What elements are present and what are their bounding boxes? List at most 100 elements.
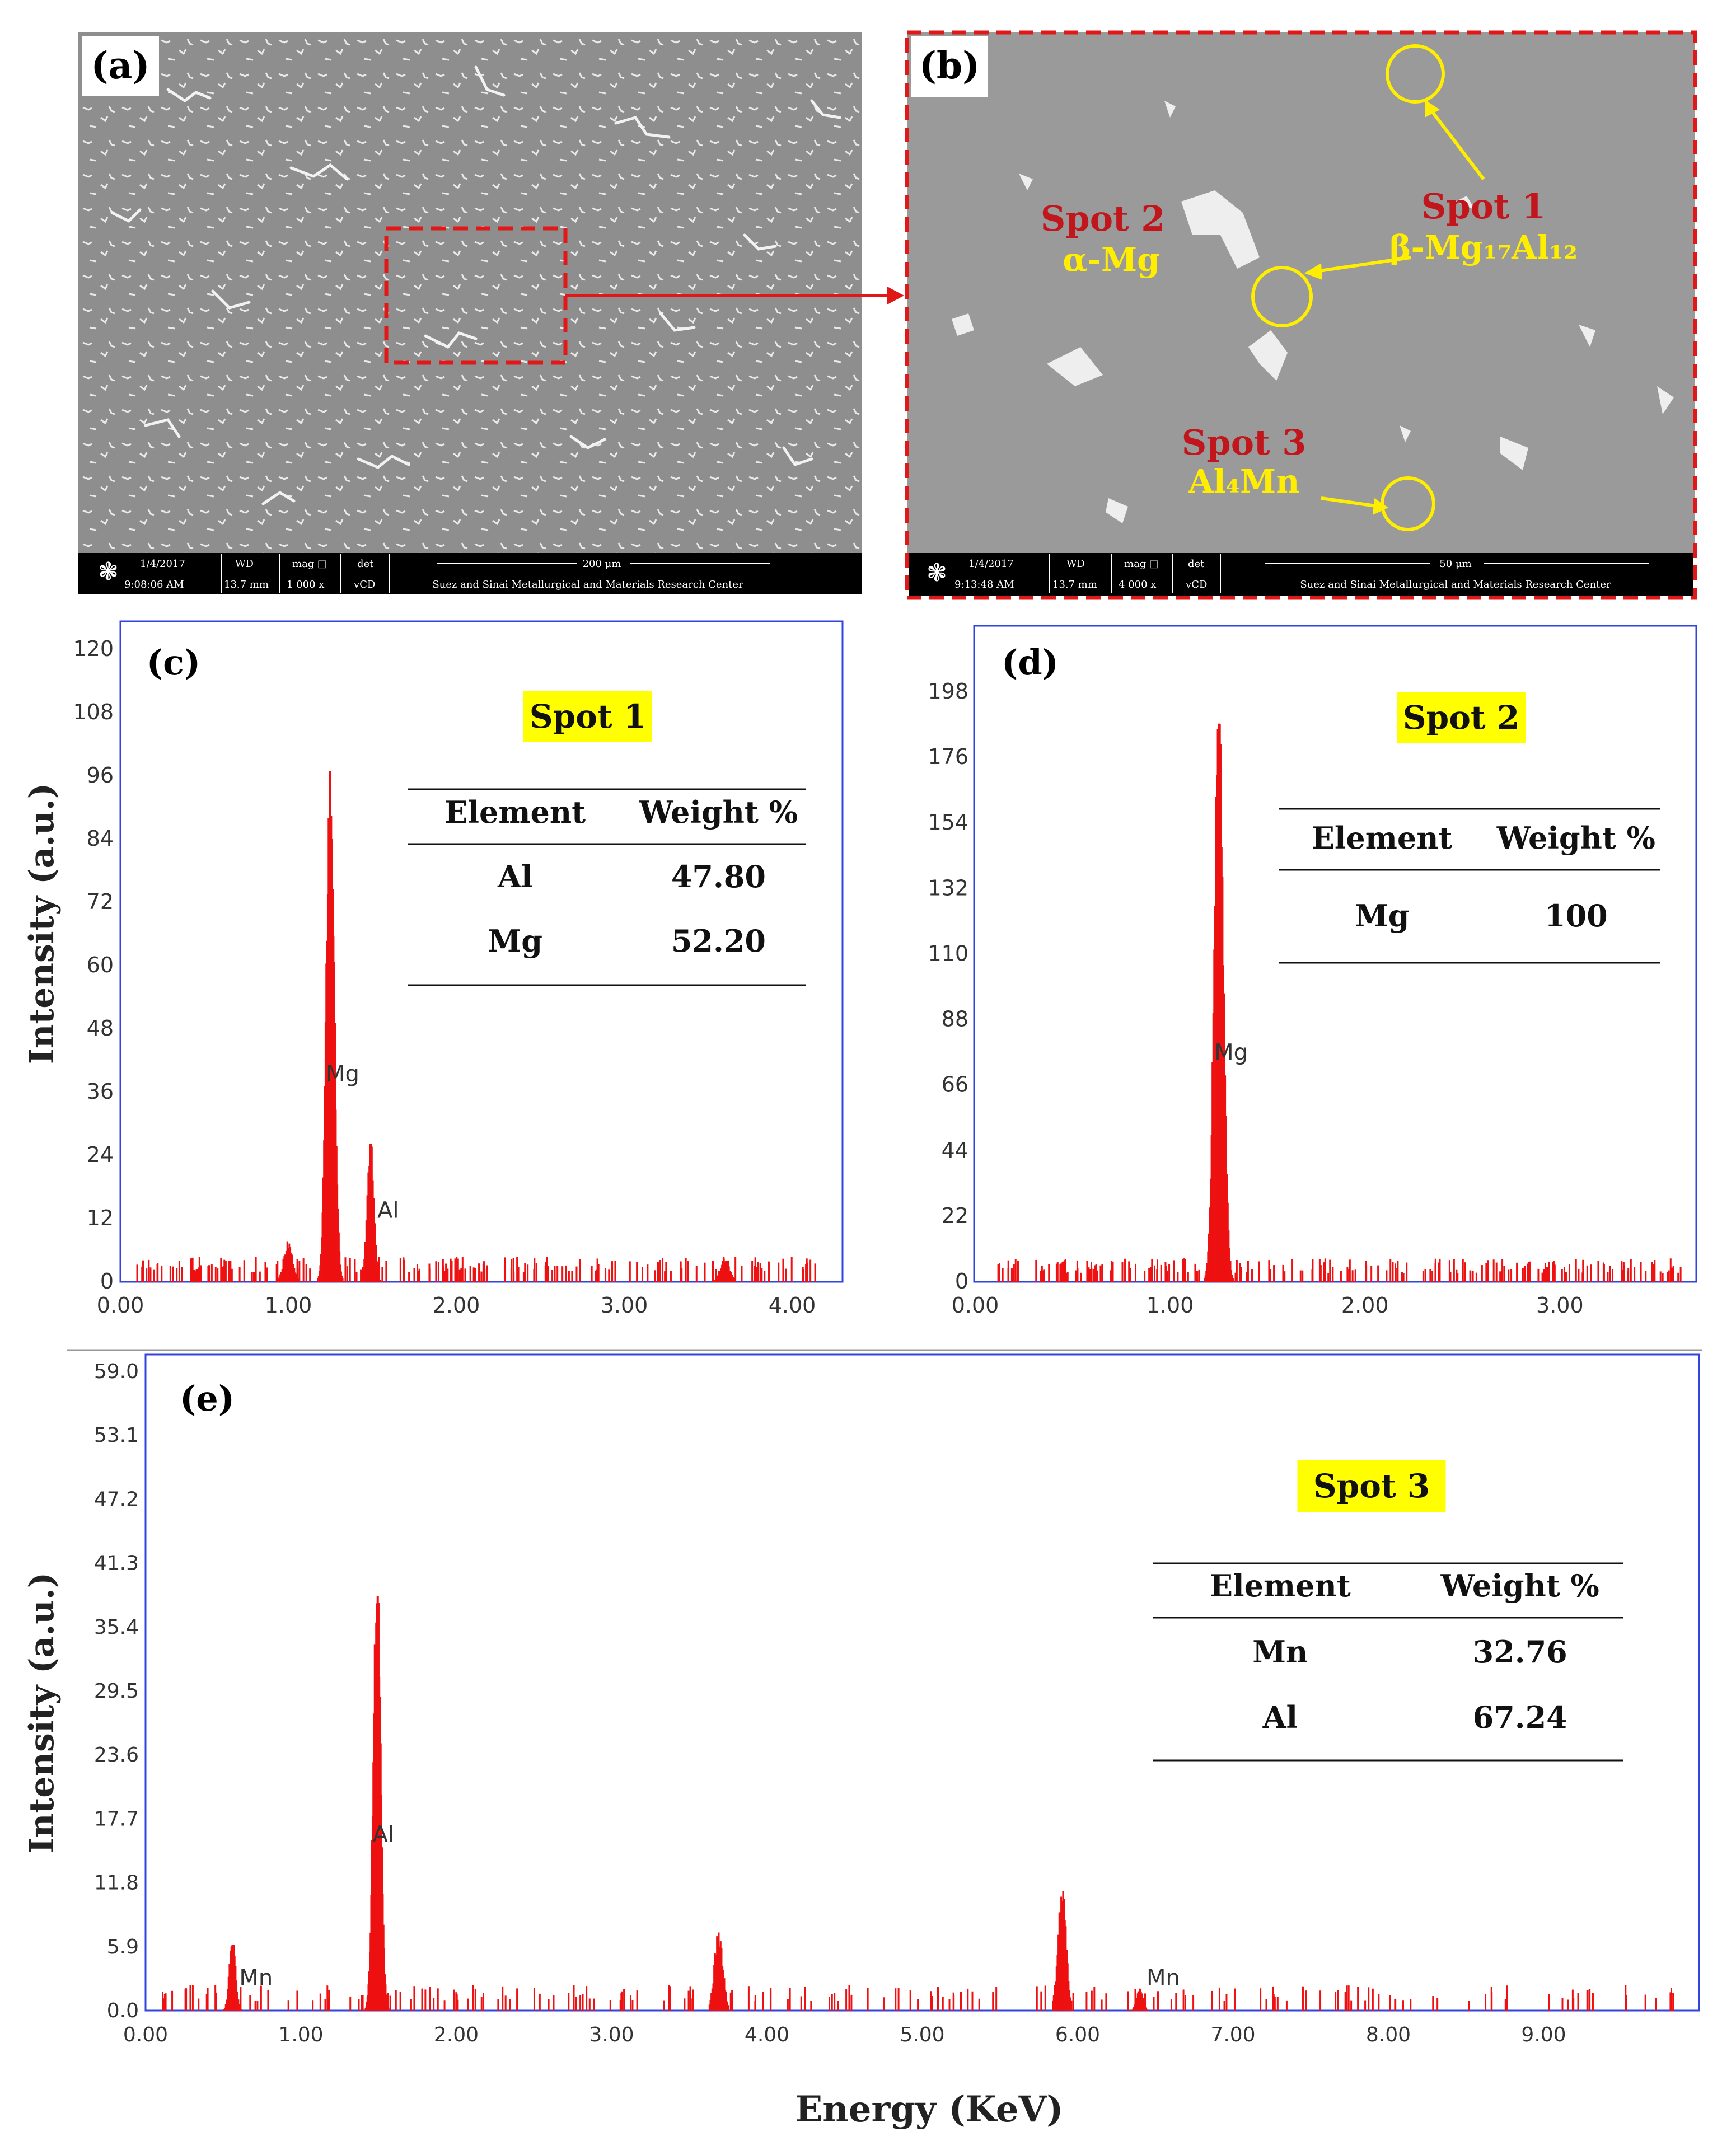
sem-features-b — [952, 101, 1674, 523]
table-cell-element: Mg — [488, 923, 542, 959]
spot-1-arrow-2 — [1315, 256, 1411, 273]
x-tick-label: 0.00 — [97, 1293, 144, 1318]
peak-label-mg: Mg — [326, 1061, 359, 1087]
y-tick-label: 88 — [942, 1007, 968, 1032]
x-tick-label: 9.00 — [1521, 2023, 1566, 2046]
spot-1-arrow — [1429, 108, 1485, 180]
spot-2-title: Spot 2 — [1041, 198, 1166, 239]
y-tick-label: 110 — [928, 941, 968, 966]
y-tick-label: 48 — [87, 1016, 114, 1041]
sem-logo-icon: ❃ — [98, 558, 119, 586]
peak-label-mn: Mn — [1147, 1965, 1180, 1991]
peak-al — [359, 1144, 382, 1282]
y-tick-label: 0.0 — [107, 1999, 139, 2022]
x-tick-label: 2.00 — [433, 1293, 480, 1318]
y-tick-label: 84 — [87, 826, 114, 851]
spot-legend-box — [523, 691, 652, 742]
table-cell-weight: 52.20 — [671, 923, 766, 959]
table-header-weight: Weight % — [639, 794, 798, 830]
peak-label-mn: Mn — [239, 1965, 273, 1991]
x-tick-label: 1.00 — [278, 2023, 323, 2046]
sem-image-a — [78, 32, 862, 553]
info-wd-label-b: WD — [1066, 558, 1085, 570]
info-det-a: vCD — [353, 579, 375, 591]
minor-peak — [1052, 1891, 1073, 2011]
y-tick-label: 17.7 — [94, 1807, 139, 1830]
y-tick-label: 29.5 — [94, 1680, 139, 1703]
plot-frame — [144, 1353, 1700, 2012]
x-tick-label: 7.00 — [1210, 2023, 1255, 2046]
x-axis-title: Energy (KeV) — [795, 2088, 1063, 2130]
y-tick-label: 59.0 — [94, 1360, 139, 1383]
y-tick-label: 96 — [87, 763, 114, 788]
y-tick-label: 35.4 — [94, 1616, 139, 1639]
peak-label-al: Al — [372, 1821, 394, 1847]
peak-label-mg: Mg — [1214, 1040, 1248, 1066]
minor-peak — [277, 1241, 300, 1282]
table-cell-element: Mg — [1355, 898, 1410, 934]
info-mag-a: 1 000 x — [287, 579, 324, 591]
info-center-a: Suez and Sinai Metallurgical and Materia… — [432, 579, 743, 591]
spot-1-circle — [1386, 44, 1445, 104]
spot-3-phase: Al₄Mn — [1188, 462, 1300, 500]
x-tick-label: 8.00 — [1366, 2023, 1411, 2046]
y-tick-label: 72 — [87, 889, 114, 914]
x-tick-label: 2.00 — [1341, 1293, 1389, 1318]
table-header-element: Element — [444, 794, 586, 830]
spot-legend-label: Spot 1 — [530, 697, 646, 735]
y-tick-label: 36 — [87, 1079, 114, 1104]
x-tick-label: 1.00 — [1147, 1293, 1194, 1318]
info-center-b: Suez and Sinai Metallurgical and Materia… — [1300, 579, 1611, 591]
y-axis-title-e: Intensity (a.u.) — [22, 1572, 62, 1853]
y-tick-label: 108 — [73, 700, 114, 724]
minor-peak — [714, 1258, 736, 1282]
peak-al — [364, 1596, 390, 2011]
spectrum-noise — [136, 1256, 816, 1282]
peak-mg — [317, 771, 344, 1282]
panel-a: (a) ❃ 1/4/2017 9:08:06 AM WD 13.7 mm mag… — [78, 32, 904, 594]
y-tick-label: 0 — [100, 1269, 114, 1294]
spectrum-noise — [162, 1985, 1674, 2011]
sem-info-bar-b: ❃ 1/4/2017 9:13:48 AM WD 13.7 mm mag □ 4… — [909, 553, 1693, 596]
info-scale-a: 200 μm — [583, 558, 621, 570]
y-tick-label: 0 — [955, 1269, 968, 1294]
sem-features-a — [110, 65, 841, 505]
panel-a-label: (a) — [91, 44, 149, 87]
sem-logo-icon-b: ❃ — [927, 559, 947, 587]
info-wd-b: 13.7 mm — [1052, 579, 1097, 591]
info-date-b: 1/4/2017 — [968, 558, 1014, 570]
panel-b-frame — [905, 30, 1697, 600]
info-time-b: 9:13:48 AM — [954, 579, 1014, 591]
y-tick-label: 5.9 — [107, 1936, 139, 1959]
y-axis-title-c: Intensity (a.u.) — [22, 783, 62, 1064]
panel-label: (e) — [180, 1378, 235, 1419]
y-tick-label: 44 — [942, 1138, 968, 1163]
composition-table: Element Weight % Mg 100 — [1279, 808, 1660, 964]
table-cell-element: Al — [497, 859, 532, 894]
table-cell-weight: 47.80 — [671, 859, 766, 894]
table-header-weight: Weight % — [1440, 1568, 1599, 1604]
table-cell-element: Al — [1262, 1699, 1298, 1735]
peak-label-al: Al — [377, 1198, 399, 1224]
plot-frame — [973, 625, 1697, 1283]
spot-3-arrow — [1321, 496, 1381, 508]
x-tick-label: 6.00 — [1055, 2023, 1100, 2046]
info-wd-a: 13.7 mm — [224, 579, 269, 591]
y-tick-label: 198 — [928, 679, 968, 704]
x-tick-label: 1.00 — [265, 1293, 312, 1318]
spot-1-title: Spot 1 — [1421, 186, 1546, 227]
spot-3-title: Spot 3 — [1182, 422, 1307, 463]
minor-peak — [708, 1932, 729, 2011]
chart-c: 0 12 24 36 48 60 72 84 96 108 120 0.00 1.00 2.00 3.00 4… — [73, 620, 844, 1318]
table-cell-weight: 32.76 — [1473, 1634, 1567, 1670]
y-tick-label: 47.2 — [94, 1488, 139, 1511]
x-tick-label: 0.00 — [952, 1293, 999, 1318]
panel-label: (d) — [1002, 642, 1059, 683]
x-tick-label: 4.00 — [745, 2023, 789, 2046]
spot-2-phase: α-Mg — [1063, 241, 1159, 279]
info-wd-label-a: WD — [235, 558, 254, 570]
spectrum-noise — [997, 1258, 1682, 1282]
info-mag-label-b: mag □ — [1124, 558, 1159, 570]
x-tick-label: 2.00 — [434, 2023, 479, 2046]
spot-1-phase: β-Mg₁₇Al₁₂ — [1389, 228, 1578, 266]
